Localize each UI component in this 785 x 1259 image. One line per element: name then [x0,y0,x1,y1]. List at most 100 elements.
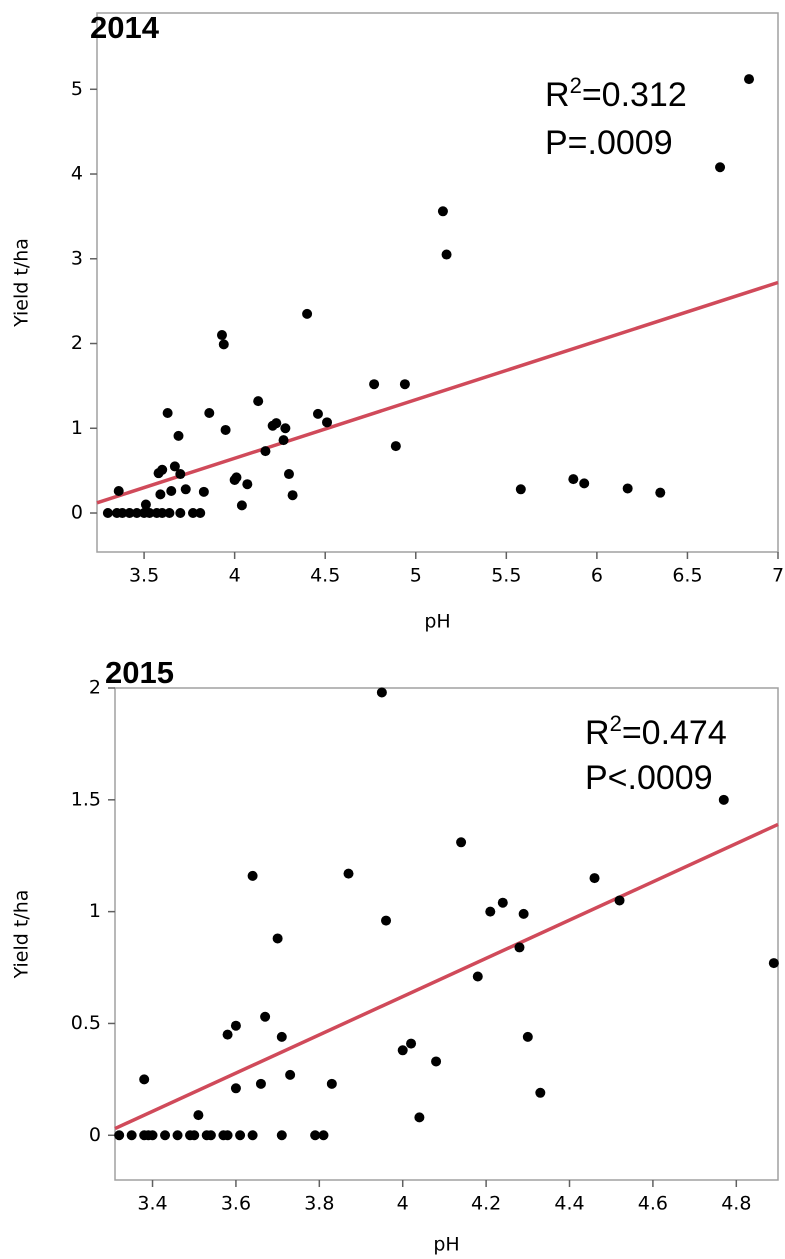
point [655,487,666,498]
x-tick-label: 6.5 [672,565,702,587]
point [160,1130,171,1141]
point [169,461,180,472]
point [343,868,354,879]
point [131,508,142,519]
point [114,1130,125,1141]
point [399,379,410,390]
point [622,483,633,494]
point [310,1130,321,1141]
x-tick-label: 3.5 [129,565,159,587]
point [456,837,467,848]
point [205,1130,216,1141]
point [579,478,590,489]
point [437,206,448,217]
point [285,1069,296,1080]
x-tick-label: 3.8 [304,1193,334,1215]
point [175,508,186,519]
r-value: =0.312 [582,76,687,114]
point [376,687,387,698]
point [235,1130,246,1141]
point [230,1020,241,1031]
point [302,308,313,319]
point [485,906,496,917]
point [255,1078,266,1089]
x-tick-label: 7 [772,565,784,587]
point [247,1130,258,1141]
point [535,1087,546,1098]
point [441,249,452,260]
r-value: =0.474 [622,714,727,752]
point [326,1078,337,1089]
point [140,499,151,510]
point [157,508,168,519]
fit-line [114,822,779,1131]
r-exponent: 2 [570,73,582,98]
point [198,486,209,497]
x-tick-label: 3.4 [137,1193,167,1215]
r-exponent: 2 [610,711,622,736]
x-tick-label: 4.2 [471,1193,501,1215]
point [147,1130,158,1141]
point [718,794,729,805]
x-tick-label: 6 [591,565,603,587]
point [276,1031,287,1042]
point [312,408,323,419]
point [172,1130,183,1141]
point [414,1112,425,1123]
point [113,485,124,496]
point [278,435,289,446]
point [497,897,508,908]
x-axis-label: pH [433,1234,459,1256]
point [102,508,113,519]
point [260,1011,271,1022]
point [117,508,128,519]
chart-title: 2015 [105,655,174,690]
chart: 3.4 3.6 3.8 4 4.2 4.4 4.6 4.800.511.52 2015pHYie… [11,655,779,1256]
r-symbol: R [585,714,610,752]
y-axis-label: Yield t/ha [11,890,33,980]
point [318,1130,329,1141]
r-symbol: R [545,76,570,114]
point [431,1056,442,1067]
x-tick-label: 4.8 [721,1193,751,1215]
point [175,469,186,480]
point [216,330,227,341]
point [247,870,258,881]
x-tick-label: 4 [397,1193,409,1215]
x-tick-label: 4.4 [554,1193,584,1215]
point [522,1031,533,1042]
point [180,484,191,495]
p-value: P<.0009 [585,759,713,797]
point [369,379,380,390]
x-tick-label: 4.5 [310,565,340,587]
point [222,1029,233,1040]
x-tick-label: 4 [229,565,241,587]
point [715,162,726,173]
point [124,508,135,519]
point [193,1110,204,1121]
x-tick-label: 5 [410,565,422,587]
r-squared: R2=0.474 [585,711,727,752]
point [283,469,294,480]
point [280,423,291,434]
point [260,446,271,457]
point [744,74,755,85]
point [126,1130,137,1141]
y-tick-label: 2 [71,332,83,354]
plot-frame [114,687,779,1181]
point [144,508,155,519]
chart-title: 2014 [90,10,160,45]
point [242,479,253,490]
point [189,1130,200,1141]
point [397,1045,408,1056]
point [276,1130,287,1141]
y-tick-label: 1.5 [71,788,101,810]
point [164,508,175,519]
x-axis-label: pH [424,611,450,633]
point [253,396,264,407]
point [515,484,526,495]
r-squared: R2=0.312 [545,73,687,114]
y-tick-label: 0.5 [71,1012,101,1034]
